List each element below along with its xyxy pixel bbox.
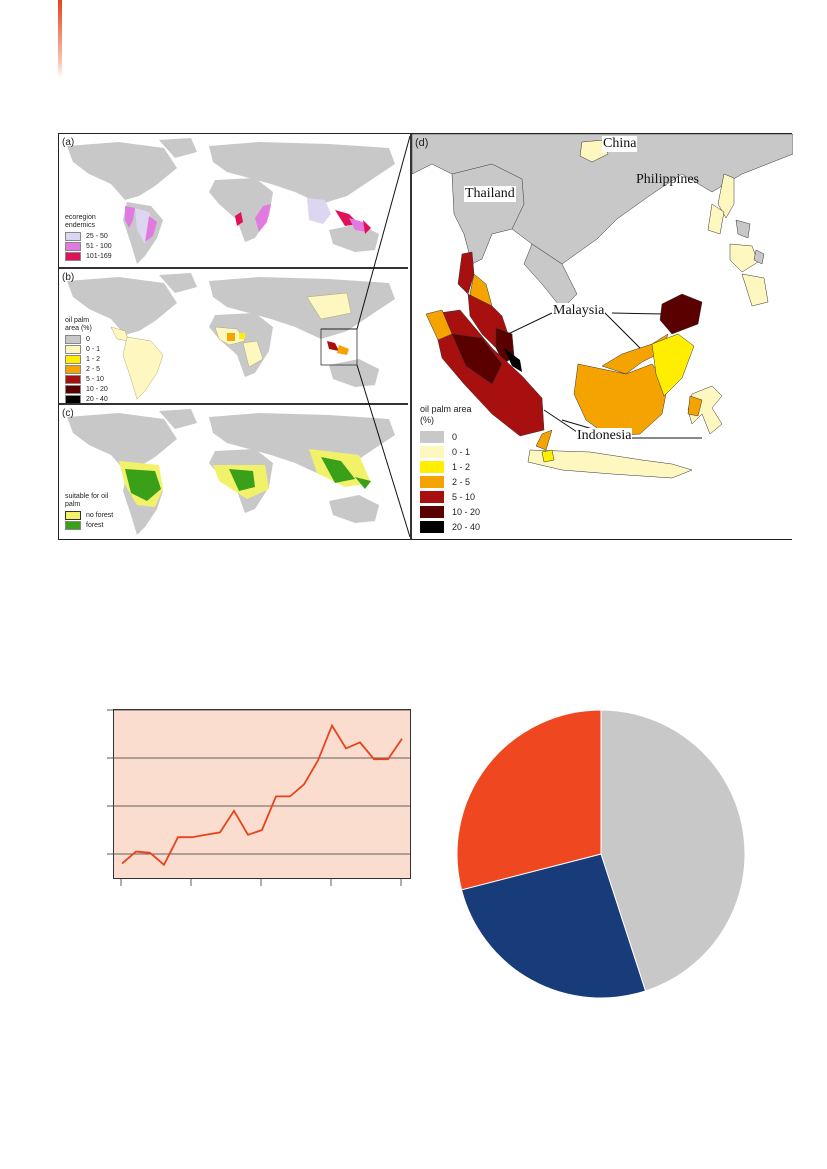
panel-a-endemics-map: (a) ecoregion endemics 25 - 50 51 - 100 …	[59, 134, 408, 269]
country-label-malaysia: Malaysia	[552, 303, 606, 319]
panel-d-legend-row: 1 - 2	[420, 459, 480, 474]
panel-b-oil-palm-map: (b) oil palm area (%) 0 0 - 1 1 - 2 2 - …	[59, 269, 408, 405]
panel-a-legend-row: 51 - 100	[65, 242, 112, 251]
legend-swatch	[420, 505, 444, 518]
legend-swatch	[420, 520, 444, 533]
legend-swatch	[65, 375, 81, 384]
panel-d-label: (d)	[415, 137, 429, 149]
legend-label: 0 - 1	[452, 446, 471, 457]
pie-slice-1	[460, 853, 647, 999]
legend-swatch	[65, 511, 81, 520]
panel-a-label: (a)	[62, 137, 75, 148]
legend-label: 10 - 20	[86, 385, 108, 393]
panel-c-suitability-map: (c) suitable for oil palm no forest fore…	[59, 405, 408, 539]
panel-a-legend-row: 25 - 50	[65, 232, 112, 241]
world-map-b	[67, 273, 395, 400]
panel-d-legend-row: 2 - 5	[420, 474, 480, 489]
legend-swatch	[420, 475, 444, 488]
legend-swatch	[65, 521, 81, 530]
legend-label: 0	[452, 431, 458, 442]
panel-b-label: (b)	[62, 272, 75, 283]
country-label-china: China	[602, 136, 638, 152]
world-map-c	[67, 409, 395, 535]
accent-bar	[58, 0, 62, 78]
panel-d-legend-row: 20 - 40	[420, 519, 480, 534]
zoom-connector-lines	[321, 135, 411, 538]
legend-swatch	[420, 490, 444, 503]
pie-slice-0	[600, 709, 746, 992]
line-chart	[114, 709, 410, 867]
legend-label: forest	[86, 521, 104, 529]
legend-swatch	[65, 335, 81, 344]
legend-swatch	[65, 232, 81, 241]
legend-label: 1 - 2	[86, 355, 101, 363]
panel-c-legend-title: suitable for oil palm	[65, 493, 109, 508]
legend-swatch	[65, 395, 81, 403]
panel-d-legend-row: 0	[420, 429, 480, 444]
legend-label: no forest	[86, 511, 114, 519]
legend-label: 51 - 100	[86, 242, 112, 250]
panel-b-legend-row: 10 - 20	[65, 385, 108, 394]
panel-b-legend-row: 0	[65, 335, 108, 344]
oil-palm-map-figure: (a) ecoregion endemics 25 - 50 51 - 100 …	[58, 133, 793, 540]
panel-d-legend: oil palm area (%) 0 0 - 1 1 - 2 2 - 5 5 …	[420, 404, 480, 534]
panel-d-legend-row: 10 - 20	[420, 504, 480, 519]
legend-label: 2 - 5	[86, 365, 101, 373]
country-label-philippines: Philippines	[636, 172, 700, 187]
legend-swatch	[65, 385, 81, 394]
panel-a-legend-row: 101-169	[65, 252, 112, 261]
legend-swatch	[420, 430, 444, 443]
legend-label: 5 - 10	[452, 491, 476, 502]
legend-label: 10 - 20	[452, 506, 481, 517]
legend-label: 0	[86, 335, 90, 343]
legend-swatch	[65, 252, 81, 261]
panel-b-legend-row: 5 - 10	[65, 375, 108, 384]
legend-swatch	[420, 460, 444, 473]
panel-a-legend-title: ecoregion endemics	[65, 214, 96, 229]
legend-swatch	[420, 445, 444, 458]
panel-c-legend: suitable for oil palm no forest forest	[65, 493, 113, 531]
legend-label: 2 - 5	[452, 476, 471, 487]
legend-swatch	[65, 345, 81, 354]
line-chart-gridlines	[114, 709, 410, 855]
line-chart-panel	[113, 709, 411, 879]
panel-b-legend-row: 0 - 1	[65, 345, 108, 354]
legend-label: 25 - 50	[86, 232, 108, 240]
panel-a-legend: ecoregion endemics 25 - 50 51 - 100 101-…	[65, 214, 112, 262]
panel-b-legend: oil palm area (%) 0 0 - 1 1 - 2 2 - 5 5 …	[65, 317, 108, 403]
pie-chart	[456, 709, 746, 999]
country-label-thailand: Thailand	[464, 186, 516, 202]
country-label-indonesia: Indonesia	[576, 428, 633, 444]
panel-b-legend-row: 2 - 5	[65, 365, 108, 374]
panel-d-legend-title: oil palm area (%)	[420, 404, 472, 425]
world-map-a	[67, 138, 395, 264]
panel-d-legend-row: 5 - 10	[420, 489, 480, 504]
legend-label: 5 - 10	[86, 375, 104, 383]
legend-label: 101-169	[86, 252, 112, 260]
panel-b-legend-title: oil palm area (%)	[65, 317, 92, 332]
panel-d-southeast-asia-map: (d) China Thailand Philippines Malaysia …	[410, 134, 793, 539]
panel-b-legend-row: 1 - 2	[65, 355, 108, 364]
line-series	[121, 723, 403, 867]
line-chart-ticks	[107, 709, 402, 886]
legend-swatch	[65, 365, 81, 374]
legend-label: 1 - 2	[452, 461, 471, 472]
panel-d-legend-row: 0 - 1	[420, 444, 480, 459]
panel-c-label: (c)	[62, 408, 74, 419]
legend-swatch	[65, 355, 81, 364]
legend-swatch	[65, 242, 81, 251]
legend-label: 20 - 40	[86, 395, 108, 403]
panel-b-legend-row: 20 - 40	[65, 395, 108, 403]
panel-c-legend-row: no forest	[65, 511, 113, 520]
legend-label: 0 - 1	[86, 345, 101, 353]
pie-slice-2	[456, 709, 602, 891]
panel-c-legend-row: forest	[65, 521, 113, 530]
legend-label: 20 - 40	[452, 521, 481, 532]
